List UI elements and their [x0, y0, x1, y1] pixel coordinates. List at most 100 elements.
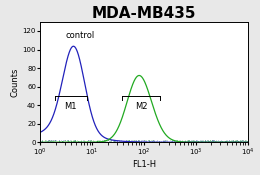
- Point: [194, 139, 198, 141]
- Point: [66, 139, 70, 142]
- Point: [175, 140, 179, 143]
- Point: [165, 141, 169, 144]
- Point: [113, 141, 117, 144]
- Point: [66, 139, 70, 141]
- Point: [130, 140, 134, 143]
- Point: [211, 140, 215, 143]
- Point: [243, 141, 248, 144]
- Point: [72, 139, 76, 142]
- Point: [147, 140, 151, 143]
- Point: [49, 139, 53, 142]
- Point: [152, 139, 156, 141]
- Point: [147, 140, 151, 143]
- Point: [132, 139, 136, 142]
- Point: [207, 139, 212, 141]
- Point: [50, 141, 55, 143]
- Point: [170, 140, 174, 143]
- Point: [111, 140, 115, 142]
- Point: [178, 139, 182, 141]
- Point: [129, 140, 133, 143]
- Point: [115, 141, 119, 144]
- Point: [112, 140, 116, 143]
- Point: [136, 139, 140, 142]
- Point: [102, 140, 107, 143]
- Point: [102, 139, 106, 142]
- Point: [96, 139, 100, 142]
- Point: [183, 140, 187, 142]
- Point: [102, 139, 106, 141]
- Point: [196, 140, 200, 143]
- Point: [125, 140, 129, 142]
- Point: [81, 141, 85, 144]
- Point: [196, 140, 200, 143]
- Point: [137, 139, 141, 142]
- Point: [135, 139, 139, 142]
- Point: [212, 140, 216, 142]
- Point: [95, 140, 99, 142]
- Point: [211, 141, 215, 143]
- Point: [152, 139, 156, 142]
- Point: [109, 139, 113, 142]
- Point: [203, 139, 207, 141]
- Point: [109, 141, 114, 144]
- Point: [118, 139, 122, 142]
- Point: [210, 139, 214, 141]
- Point: [203, 139, 207, 142]
- Point: [237, 139, 242, 142]
- Point: [199, 140, 203, 142]
- Point: [204, 141, 208, 143]
- Point: [183, 140, 187, 143]
- Point: [207, 139, 212, 142]
- Point: [198, 139, 202, 142]
- Point: [121, 139, 125, 142]
- Point: [88, 140, 93, 143]
- Point: [141, 140, 145, 143]
- Point: [119, 141, 123, 144]
- Point: [211, 139, 215, 141]
- Point: [124, 141, 128, 143]
- Point: [130, 140, 134, 143]
- Point: [176, 139, 180, 142]
- Point: [49, 139, 53, 142]
- Point: [104, 139, 108, 142]
- Point: [229, 139, 233, 142]
- Point: [243, 139, 248, 142]
- Point: [142, 141, 146, 143]
- Point: [49, 139, 53, 142]
- Point: [118, 141, 122, 144]
- Point: [96, 139, 101, 142]
- Point: [129, 140, 133, 143]
- Point: [170, 141, 174, 143]
- Point: [96, 141, 101, 144]
- Point: [162, 141, 166, 144]
- Point: [113, 140, 117, 143]
- Point: [50, 139, 54, 142]
- Point: [52, 138, 56, 141]
- Point: [231, 139, 235, 141]
- Point: [227, 139, 231, 142]
- Point: [227, 140, 231, 143]
- Point: [210, 140, 214, 143]
- Point: [168, 140, 172, 143]
- Point: [71, 140, 75, 143]
- Point: [105, 141, 109, 143]
- Point: [243, 139, 247, 142]
- Point: [212, 140, 216, 143]
- Point: [60, 140, 64, 143]
- Point: [95, 140, 100, 143]
- Point: [161, 139, 165, 142]
- Point: [234, 139, 238, 141]
- Point: [79, 139, 83, 142]
- Point: [54, 140, 58, 143]
- Point: [43, 139, 47, 142]
- Point: [47, 139, 51, 142]
- Point: [236, 140, 240, 143]
- Point: [199, 141, 204, 143]
- Point: [125, 139, 129, 142]
- Point: [236, 139, 240, 142]
- Point: [124, 141, 128, 143]
- Point: [50, 139, 55, 141]
- Point: [172, 141, 176, 144]
- Point: [216, 139, 220, 141]
- Point: [40, 141, 44, 144]
